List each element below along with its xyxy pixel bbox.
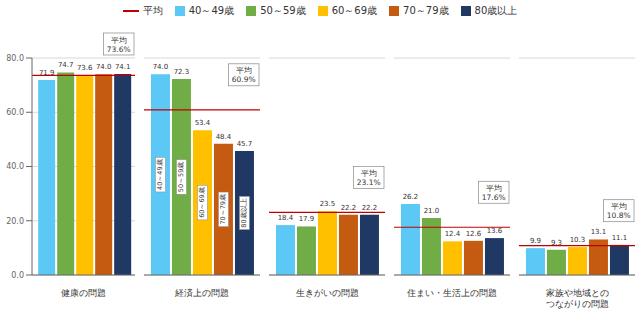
svg-text:0.0: 0.0 bbox=[11, 271, 24, 280]
svg-text:12.6: 12.6 bbox=[466, 230, 482, 238]
svg-text:45.7: 45.7 bbox=[237, 140, 253, 148]
html-text:50～59歳: 50～59歳 bbox=[260, 5, 306, 16]
html-text:70～79歳: 70～79歳 bbox=[403, 5, 449, 16]
svg-text:80歳以上: 80歳以上 bbox=[240, 198, 248, 227]
svg-text:70～79歳: 70～79歳 bbox=[219, 194, 227, 225]
svg-text:74.1: 74.1 bbox=[115, 63, 131, 71]
svg-text:17.9: 17.9 bbox=[299, 215, 315, 223]
svg-text:80.0: 80.0 bbox=[8, 54, 24, 63]
svg-text:10.3: 10.3 bbox=[570, 236, 586, 244]
svg-text:平均17.6%: 平均17.6% bbox=[482, 184, 506, 202]
html-text:40～49歳: 40～49歳 bbox=[188, 5, 235, 16]
svg-text:21.0: 21.0 bbox=[424, 207, 440, 215]
svg-text:53.4: 53.4 bbox=[195, 119, 211, 127]
svg-text:74.0: 74.0 bbox=[153, 63, 169, 71]
svg-text:経済上の問題: 経済上の問題 bbox=[174, 288, 229, 298]
svg-text:48.4: 48.4 bbox=[216, 133, 232, 141]
svg-text:22.2: 22.2 bbox=[341, 204, 357, 212]
svg-text:平均60.9%: 平均60.9% bbox=[232, 66, 256, 84]
svg-text:12.4: 12.4 bbox=[445, 230, 461, 238]
html-text:80歳以上: 80歳以上 bbox=[474, 5, 518, 16]
svg-text:住まい・生活上の問題: 住まい・生活上の問題 bbox=[407, 288, 497, 298]
svg-text:11.1: 11.1 bbox=[612, 234, 628, 242]
svg-text:平均10.8%: 平均10.8% bbox=[607, 202, 631, 220]
svg-text:生きがいの問題: 生きがいの問題 bbox=[296, 288, 359, 298]
svg-text:73.6: 73.6 bbox=[77, 64, 93, 72]
svg-text:74.7: 74.7 bbox=[58, 61, 74, 69]
svg-text:60.0: 60.0 bbox=[8, 108, 24, 117]
html-text:平均: 平均 bbox=[142, 5, 163, 16]
svg-text:13.6: 13.6 bbox=[487, 227, 503, 235]
svg-text:23.5: 23.5 bbox=[320, 200, 336, 208]
svg-text:71.9: 71.9 bbox=[39, 69, 55, 77]
svg-text:50～59歳: 50～59歳 bbox=[177, 162, 185, 193]
svg-text:40.0: 40.0 bbox=[8, 162, 24, 171]
svg-text:平均73.6%: 平均73.6% bbox=[107, 36, 131, 54]
svg-text:9.9: 9.9 bbox=[530, 237, 541, 245]
svg-text:74.0: 74.0 bbox=[96, 63, 112, 71]
svg-text:22.2: 22.2 bbox=[362, 204, 378, 212]
svg-text:40～49歳: 40～49歳 bbox=[156, 159, 164, 190]
svg-text:72.3: 72.3 bbox=[174, 68, 190, 76]
svg-text:平均23.1%: 平均23.1% bbox=[357, 169, 381, 187]
html-text:60～69歳: 60～69歳 bbox=[331, 5, 378, 16]
svg-text:13.1: 13.1 bbox=[591, 228, 607, 236]
svg-text:26.2: 26.2 bbox=[403, 193, 419, 201]
svg-text:18.4: 18.4 bbox=[278, 214, 294, 222]
svg-text:60～69歳: 60～69歳 bbox=[198, 187, 206, 218]
svg-text:家族や地域とのつながりの問題: 家族や地域とのつながりの問題 bbox=[546, 288, 609, 309]
svg-text:9.3: 9.3 bbox=[551, 239, 562, 247]
svg-text:健康の問題: 健康の問題 bbox=[61, 288, 106, 298]
svg-text:20.0: 20.0 bbox=[8, 217, 24, 226]
